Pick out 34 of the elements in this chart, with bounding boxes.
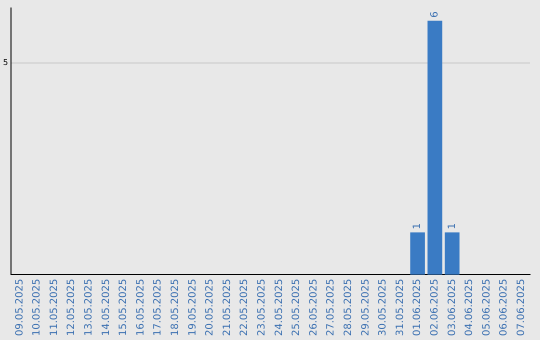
x-tick-label: 18.05.2025 — [170, 278, 182, 336]
x-tick-label: 11.05.2025 — [48, 278, 60, 336]
x-tick-label: 01.06.2025 — [412, 278, 424, 336]
y-tick-label: 5 — [2, 58, 8, 68]
x-tick-label: 28.05.2025 — [342, 278, 354, 336]
x-tick-label: 06.06.2025 — [498, 278, 510, 336]
x-tick-label: 30.05.2025 — [378, 278, 389, 336]
x-tick-label: 24.05.2025 — [274, 278, 285, 336]
x-tick-label: 15.05.2025 — [118, 278, 130, 336]
data-label: 1 — [412, 223, 424, 230]
x-tick-label: 26.05.2025 — [308, 278, 320, 336]
x-tick-label: 21.05.2025 — [222, 278, 233, 336]
x-tick-label: 04.06.2025 — [464, 278, 476, 336]
x-tick-label: 09.05.2025 — [14, 278, 26, 336]
x-tick-label: 27.05.2025 — [326, 278, 337, 336]
x-tick-label: 22.05.2025 — [239, 278, 250, 336]
x-tick-label: 16.05.2025 — [135, 278, 146, 336]
x-tick-label: 29.05.2025 — [360, 278, 372, 336]
x-tick-label: 19.05.2025 — [187, 278, 198, 336]
x-tick-label: 07.06.2025 — [516, 278, 527, 336]
x-tick-label: 25.05.2025 — [291, 278, 302, 336]
data-label: 6 — [429, 11, 440, 18]
data-label: 1 — [446, 223, 458, 230]
x-tick-label: 13.05.2025 — [84, 278, 95, 336]
x-tick-label: 02.06.2025 — [429, 278, 440, 336]
x-tick-label: 14.05.2025 — [100, 278, 112, 336]
x-tick-label: 17.05.2025 — [152, 278, 164, 336]
x-tick-label: 31.05.2025 — [394, 278, 406, 336]
x-tick-label: 05.06.2025 — [481, 278, 492, 336]
x-tick-label: 12.05.2025 — [66, 278, 78, 336]
x-tick-label: 20.05.2025 — [204, 278, 216, 336]
x-tick-label: 03.06.2025 — [446, 278, 458, 336]
x-tick-label: 23.05.2025 — [256, 278, 268, 336]
x-tick-label: 10.05.2025 — [32, 278, 43, 336]
